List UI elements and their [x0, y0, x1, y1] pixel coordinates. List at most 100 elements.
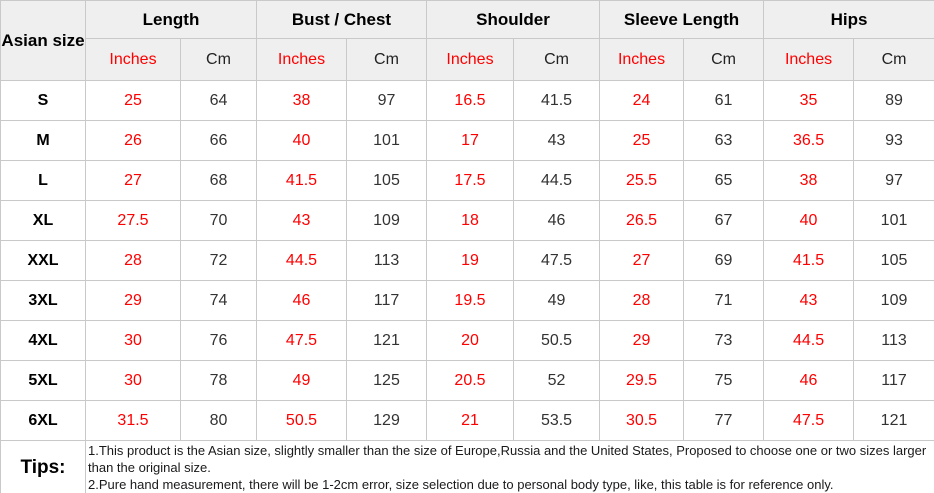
data-cell: 43 — [763, 280, 855, 321]
data-cell: 44.5 — [763, 320, 855, 361]
column-group-header-row: Asian size Length Bust / Chest Shoulder … — [0, 0, 934, 81]
data-cell: 38 — [763, 160, 855, 201]
data-cell: 74 — [180, 280, 257, 321]
data-cell: 129 — [346, 400, 427, 441]
table-row: S 25 64 38 97 16.5 41.5 24 61 35 89 — [0, 80, 934, 121]
table-row: 3XL 29 74 46 117 19.5 49 28 71 43 109 — [0, 280, 934, 321]
size-cell: 4XL — [0, 320, 86, 361]
data-cell: 117 — [853, 360, 934, 401]
data-cell: 41.5 — [512, 80, 601, 121]
data-cell: 47.5 — [763, 400, 855, 441]
size-cell: 6XL — [0, 400, 86, 441]
unit-header-shoulder-inches: Inches — [426, 38, 514, 81]
data-cell: 17.5 — [426, 160, 514, 201]
data-cell: 105 — [853, 240, 934, 281]
data-cell: 73 — [683, 320, 765, 361]
data-cell: 30.5 — [599, 400, 685, 441]
data-cell: 46 — [256, 280, 347, 321]
data-cell: 105 — [346, 160, 427, 201]
data-cell: 50.5 — [256, 400, 347, 441]
data-cell: 49 — [512, 280, 601, 321]
unit-header-length-inches: Inches — [85, 38, 181, 81]
data-cell: 49 — [256, 360, 347, 401]
data-cell: 43 — [512, 120, 601, 161]
data-cell: 53.5 — [512, 400, 601, 441]
unit-header-hips-inches: Inches — [763, 38, 855, 81]
table-row: XL 27.5 70 43 109 18 46 26.5 67 40 101 — [0, 200, 934, 241]
data-cell: 25 — [85, 80, 181, 121]
data-cell: 75 — [683, 360, 765, 401]
data-cell: 20.5 — [426, 360, 514, 401]
data-cell: 97 — [346, 80, 427, 121]
unit-header-hips-cm: Cm — [853, 38, 934, 81]
size-cell: XL — [0, 200, 86, 241]
data-cell: 16.5 — [426, 80, 514, 121]
data-cell: 28 — [599, 280, 685, 321]
unit-header-length-cm: Cm — [180, 38, 257, 81]
data-cell: 68 — [180, 160, 257, 201]
data-cell: 93 — [853, 120, 934, 161]
tips-row: Tips: 1.This product is the Asian size, … — [0, 440, 934, 493]
data-cell: 67 — [683, 200, 765, 241]
data-cell: 50.5 — [512, 320, 601, 361]
unit-header-bust-inches: Inches — [256, 38, 347, 81]
table-row: 6XL 31.5 80 50.5 129 21 53.5 30.5 77 47.5 121 — [0, 400, 934, 441]
size-cell: L — [0, 160, 86, 201]
table-row: 5XL 30 78 49 125 20.5 52 29.5 75 46 117 — [0, 360, 934, 401]
data-cell: 121 — [853, 400, 934, 441]
data-cell: 97 — [853, 160, 934, 201]
data-cell: 63 — [683, 120, 765, 161]
data-cell: 27 — [599, 240, 685, 281]
column-group-bust-chest: Bust / Chest — [256, 0, 427, 39]
data-cell: 69 — [683, 240, 765, 281]
data-cell: 117 — [346, 280, 427, 321]
size-cell: XXL — [0, 240, 86, 281]
table-row: M 26 66 40 101 17 43 25 63 36.5 93 — [0, 120, 934, 161]
table-row: XXL 28 72 44.5 113 19 47.5 27 69 41.5 105 — [0, 240, 934, 281]
data-cell: 17 — [426, 120, 514, 161]
data-cell: 64 — [180, 80, 257, 121]
data-cell: 18 — [426, 200, 514, 241]
size-cell: M — [0, 120, 86, 161]
data-cell: 61 — [683, 80, 765, 121]
data-cell: 76 — [180, 320, 257, 361]
data-cell: 20 — [426, 320, 514, 361]
data-cell: 29 — [85, 280, 181, 321]
data-cell: 109 — [346, 200, 427, 241]
tips-line-2: 2.Pure hand measurement, there will be 1… — [88, 477, 834, 492]
data-cell: 101 — [853, 200, 934, 241]
data-cell: 113 — [853, 320, 934, 361]
data-cell: 66 — [180, 120, 257, 161]
column-group-shoulder: Shoulder — [425, 0, 601, 39]
data-cell: 109 — [853, 280, 934, 321]
data-cell: 44.5 — [512, 160, 601, 201]
data-cell: 25.5 — [599, 160, 685, 201]
data-cell: 77 — [683, 400, 765, 441]
data-cell: 43 — [256, 200, 347, 241]
table-row: L 27 68 41.5 105 17.5 44.5 25.5 65 38 97 — [0, 160, 934, 201]
data-cell: 46 — [763, 360, 855, 401]
data-cell: 72 — [180, 240, 257, 281]
data-cell: 113 — [346, 240, 427, 281]
data-cell: 101 — [346, 120, 427, 161]
size-cell: S — [0, 80, 86, 121]
data-cell: 47.5 — [512, 240, 601, 281]
data-cell: 70 — [180, 200, 257, 241]
data-cell: 71 — [683, 280, 765, 321]
data-cell: 80 — [180, 400, 257, 441]
unit-header-sleeve-cm: Cm — [683, 38, 765, 81]
data-cell: 24 — [599, 80, 685, 121]
data-cell: 25 — [599, 120, 685, 161]
data-cell: 30 — [85, 320, 181, 361]
data-cell: 38 — [256, 80, 347, 121]
tips-line-1: 1.This product is the Asian size, slight… — [88, 443, 927, 475]
data-cell: 26 — [85, 120, 181, 161]
tips-label: Tips: — [0, 440, 86, 493]
data-cell: 29 — [599, 320, 685, 361]
unit-header-row: Inches Cm Inches Cm Inches Cm Inches Cm … — [1, 38, 934, 81]
data-cell: 121 — [346, 320, 427, 361]
data-cell: 44.5 — [256, 240, 347, 281]
data-cell: 125 — [346, 360, 427, 401]
data-cell: 28 — [85, 240, 181, 281]
